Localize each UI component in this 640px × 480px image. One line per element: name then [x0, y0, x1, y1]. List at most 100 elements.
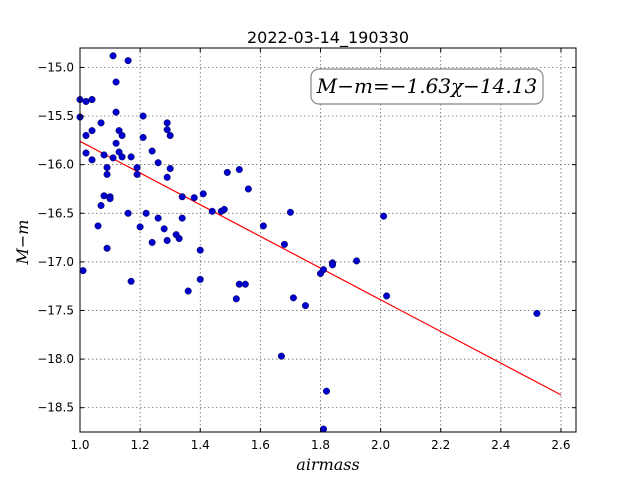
data-point	[196, 275, 204, 283]
fit-equation-box: M−m=−1.63χ−14.13	[310, 68, 544, 105]
data-point	[199, 190, 207, 198]
y-tick-label: −17.0	[37, 255, 74, 269]
data-point	[154, 214, 162, 222]
data-point	[124, 209, 132, 217]
data-point	[97, 201, 105, 209]
data-point	[166, 131, 174, 139]
x-tick-label: 2.6	[551, 438, 570, 452]
data-point	[82, 97, 90, 105]
data-point	[88, 96, 96, 104]
data-point	[100, 151, 108, 159]
data-point	[232, 295, 240, 303]
y-tick-label: −18.5	[37, 401, 74, 415]
data-point	[118, 153, 126, 161]
data-point	[277, 352, 285, 360]
data-point	[124, 57, 132, 65]
x-tick-label: 2.2	[431, 438, 450, 452]
data-point	[196, 246, 204, 254]
data-point	[154, 159, 162, 167]
data-point	[175, 235, 183, 243]
data-point	[112, 78, 120, 86]
data-point	[103, 244, 111, 252]
data-point	[286, 208, 294, 216]
data-point	[322, 387, 330, 395]
y-tick-label: −16.0	[37, 158, 74, 172]
x-axis-label: airmass	[296, 455, 359, 474]
data-point	[533, 309, 541, 317]
y-tick-label: −15.0	[37, 60, 74, 74]
data-point	[148, 238, 156, 246]
data-point	[142, 209, 150, 217]
data-point	[88, 156, 96, 164]
data-point	[103, 164, 111, 172]
data-point	[329, 261, 337, 269]
plot-frame	[79, 47, 577, 433]
data-point	[112, 108, 120, 116]
data-point	[163, 126, 171, 134]
data-point	[178, 193, 186, 201]
data-point	[160, 225, 168, 233]
x-tick-label: 1.2	[131, 438, 150, 452]
y-tick-label: −15.5	[37, 109, 74, 123]
data-point	[163, 119, 171, 127]
data-point	[223, 168, 231, 176]
data-point	[220, 205, 228, 213]
data-point	[109, 154, 117, 162]
data-point	[133, 170, 141, 178]
data-point	[163, 236, 171, 244]
data-point	[166, 165, 174, 173]
data-point	[82, 149, 90, 157]
x-tick-label: 2.0	[371, 438, 390, 452]
x-tick-label: 1.0	[70, 438, 89, 452]
data-point	[289, 294, 297, 302]
data-point	[100, 192, 108, 200]
data-point	[127, 277, 135, 285]
data-point	[244, 185, 252, 193]
y-axis-label: M−m	[13, 220, 32, 266]
y-tick-label: −17.5	[37, 303, 74, 317]
data-point	[94, 222, 102, 230]
data-point	[208, 207, 216, 215]
data-point	[241, 280, 249, 288]
x-tick-label: 1.6	[251, 438, 270, 452]
data-point	[163, 173, 171, 181]
data-point	[178, 214, 186, 222]
data-point	[148, 147, 156, 155]
y-tick-label: −18.0	[37, 352, 74, 366]
data-points	[76, 52, 541, 433]
fit-equation: M−m=−1.63χ−14.13	[316, 74, 537, 98]
x-tick-label: 1.8	[311, 438, 330, 452]
data-point	[106, 195, 114, 203]
data-point	[97, 119, 105, 127]
data-point	[184, 287, 192, 295]
data-point	[383, 292, 391, 300]
x-tick-label: 2.4	[491, 438, 510, 452]
data-point	[103, 170, 111, 178]
data-point	[235, 166, 243, 174]
data-point	[353, 257, 361, 265]
data-point	[235, 280, 243, 288]
data-point	[301, 302, 309, 310]
data-point	[88, 127, 96, 135]
data-point	[109, 52, 117, 60]
data-point	[112, 139, 120, 147]
data-point	[82, 131, 90, 139]
data-point	[190, 194, 198, 202]
axis-ticks: 1.0 1.2 1.4 1.6 1.8 2.0 2.2 2.4 2.6 −15.0 −15.5 −16…	[37, 48, 576, 452]
data-point	[133, 164, 141, 172]
data-point	[259, 222, 267, 230]
data-point	[280, 240, 288, 248]
fit-equation-frame	[310, 68, 544, 105]
data-point	[139, 133, 147, 141]
data-point	[380, 212, 388, 220]
data-point	[79, 267, 87, 275]
x-tick-label: 1.4	[191, 438, 210, 452]
data-point	[136, 223, 144, 231]
data-point	[139, 112, 147, 120]
data-point	[118, 131, 126, 139]
chart-title: 2022-03-14_190330	[247, 28, 409, 48]
data-point	[319, 266, 327, 274]
y-tick-label: −16.5	[37, 206, 74, 220]
data-point	[319, 425, 327, 433]
